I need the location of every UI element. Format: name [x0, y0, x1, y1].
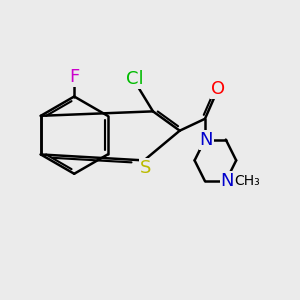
- Text: Cl: Cl: [126, 70, 144, 88]
- Text: N: N: [220, 172, 234, 190]
- Text: O: O: [211, 80, 225, 98]
- Text: F: F: [69, 68, 79, 86]
- Text: CH₃: CH₃: [235, 174, 260, 188]
- Text: S: S: [140, 159, 151, 177]
- Text: N: N: [200, 130, 213, 148]
